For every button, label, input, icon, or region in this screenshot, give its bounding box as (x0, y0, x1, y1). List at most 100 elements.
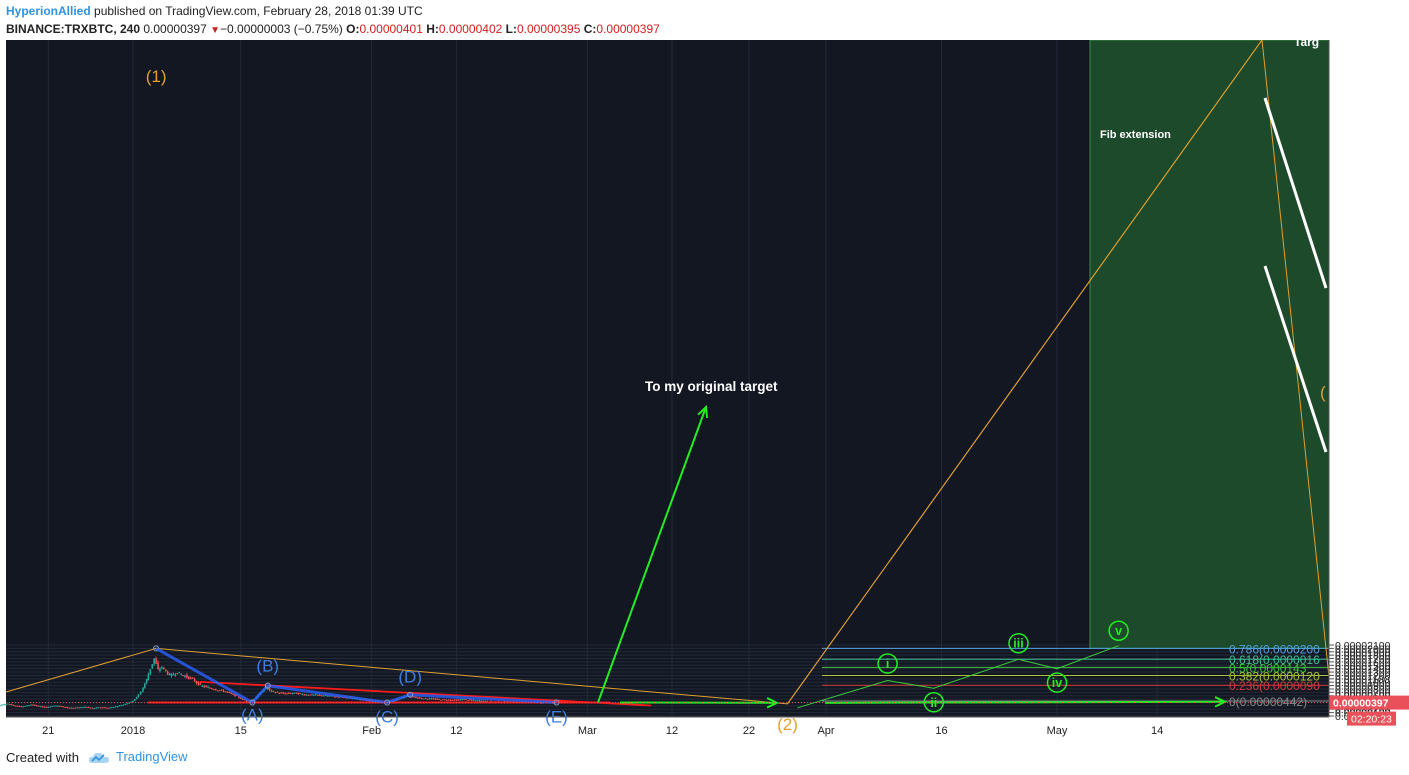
candle-body (49, 706, 52, 708)
candle-body (176, 673, 179, 675)
candle-body (293, 692, 296, 694)
candle-body (290, 693, 292, 695)
fib-level-label: 0.618(0.0000016 (1229, 653, 1320, 667)
candle-body (118, 705, 121, 707)
candle-body (101, 707, 103, 709)
candle-body (207, 687, 209, 689)
candle-body (188, 676, 190, 679)
candle-body (284, 693, 286, 695)
candle-body (295, 692, 298, 694)
target-arrow-up (597, 404, 709, 703)
candle-body (32, 704, 34, 706)
candle-body (272, 690, 275, 692)
candle-body (74, 707, 77, 709)
candle-body (317, 694, 319, 696)
candle-body (82, 707, 84, 709)
tradingview-brand: TradingView (116, 749, 188, 764)
candle-body (299, 693, 302, 695)
target-arrow-up-shaft (597, 406, 707, 703)
candle-body (461, 699, 463, 701)
candle-body (222, 690, 225, 692)
candle-body (307, 694, 309, 696)
candle-body (430, 698, 433, 700)
candle-body (413, 696, 415, 698)
down-triangle-icon: ▼ (210, 25, 221, 36)
candle-body (471, 699, 473, 701)
candle-body (95, 707, 98, 709)
candle-body (268, 688, 271, 691)
candle-body (45, 706, 48, 708)
abcde-wave (155, 647, 557, 704)
candle-body (168, 674, 171, 676)
candle-body (78, 707, 80, 709)
target-arrow-up-head (697, 404, 709, 419)
candle-body (64, 706, 67, 708)
candle-body (163, 667, 165, 669)
minor-wave-circle (1046, 672, 1068, 693)
candle-body (41, 706, 44, 708)
ohlc-line: BINANCE:TRXBTC, 240 0.00000397 ▼−0.00000… (6, 22, 660, 36)
candle-body (309, 694, 311, 696)
candle-body (291, 693, 294, 695)
candle-body (39, 706, 42, 708)
candle-body (311, 694, 313, 696)
open-label: O: (346, 22, 360, 36)
candle-body (409, 695, 411, 697)
symbol-label[interactable]: BINANCE:TRXBTC, 240 (6, 22, 141, 36)
candle-body (484, 700, 487, 702)
candle-body (447, 699, 450, 701)
fib-level-label: 0.5(0.0000143 (1229, 661, 1307, 675)
candle-body (486, 700, 488, 702)
x-tick-label: 12 (666, 725, 678, 737)
x-tick-label: 12 (450, 725, 462, 737)
candle-body (147, 674, 150, 681)
candle-body (120, 705, 123, 707)
candle-body (20, 706, 23, 708)
price-chart[interactable]: 0.000021000.000020000.000019000.00001800… (0, 40, 1409, 740)
candle-body (211, 688, 213, 690)
chart-header: HyperionAllied published on TradingView.… (0, 0, 1409, 40)
candle-body (280, 692, 283, 694)
x-tick-label: Mar (578, 725, 597, 737)
candle-body (203, 685, 206, 687)
abcde-point (407, 691, 414, 698)
candle-body (18, 705, 21, 707)
candle-body (157, 662, 159, 670)
candle-body (0, 705, 1, 707)
candle-body (155, 658, 157, 664)
candle-body (103, 707, 105, 709)
candle-body (467, 700, 469, 702)
candle-body (107, 707, 109, 709)
candle-body (305, 694, 308, 696)
candle-body (161, 667, 163, 669)
candle-body (116, 706, 119, 708)
abcde-point (264, 682, 271, 689)
candle-body (142, 687, 144, 692)
candle-body (34, 704, 36, 706)
footer: Created with TradingView (0, 740, 1409, 775)
candle-body (145, 679, 148, 684)
wave-2-label: (2) (777, 715, 798, 734)
candle-body (135, 697, 138, 700)
candle-body (472, 699, 475, 701)
candle-body (172, 674, 175, 676)
candle-body (419, 697, 421, 699)
x-tick-label: 2018 (121, 725, 145, 737)
impulse-wave (797, 645, 1119, 709)
candle-body (453, 699, 456, 701)
x-tick-label: Apr (817, 725, 834, 737)
candle-body (436, 698, 438, 700)
candle-body (234, 693, 236, 697)
candle-body (137, 694, 140, 697)
candle-body (334, 696, 336, 698)
candle-body (66, 707, 69, 709)
tradingview-logo[interactable]: TradingView (88, 749, 188, 764)
close-value: 0.00000397 (596, 22, 660, 36)
candle-body (97, 707, 100, 709)
candle-body (76, 707, 78, 709)
candle-body (201, 685, 204, 687)
candle-body (278, 693, 281, 695)
candle-body (53, 705, 55, 707)
candle-body (457, 699, 460, 701)
author-link[interactable]: HyperionAllied (6, 4, 91, 18)
